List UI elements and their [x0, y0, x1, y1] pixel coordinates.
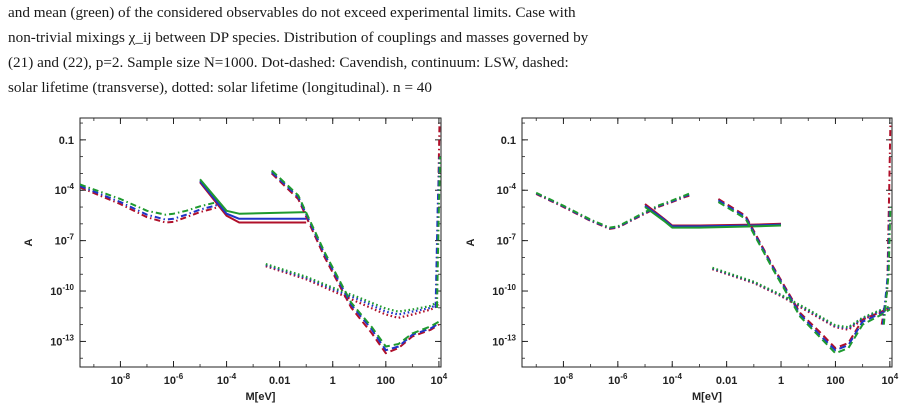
- chart-panel-1: 10-8 10-6 10-4 0.01 1 100 104 0.1 10-4 10-7 10-10 1…: [23, 117, 448, 403]
- y-tick-label: 10-7: [497, 233, 517, 248]
- series-dot-dashed-green: [882, 206, 892, 325]
- series-dashed-red: [717, 198, 891, 350]
- y-tick-label: 10-7: [55, 233, 75, 248]
- y-tick-label: 0.1: [501, 135, 516, 147]
- series-solid-green: [644, 206, 782, 229]
- x-tick-label: 1: [330, 375, 336, 387]
- series-dotted-green: [265, 263, 440, 313]
- series-dot-dashed-green: [80, 183, 219, 216]
- y-tick-label: 10-4: [497, 182, 517, 197]
- x-tick-label: 104: [881, 372, 898, 387]
- series-group: [535, 123, 892, 355]
- y-axis-title: A: [23, 238, 35, 246]
- caption-line-1: and mean (green) of the considered obser…: [8, 4, 576, 21]
- x-tick-label: 10-6: [608, 372, 628, 387]
- series-dot-dashed-green: [436, 156, 441, 308]
- y-tick-label: 10-13: [50, 333, 74, 348]
- x-tick-label: 10-6: [164, 372, 184, 387]
- figure-caption: and mean (green) of the considered obser…: [8, 0, 908, 100]
- series-dashed-red: [271, 172, 440, 355]
- series-dotted-blue: [712, 267, 891, 330]
- x-tick-label: 1: [778, 375, 784, 387]
- series-dashed-blue: [717, 199, 891, 352]
- x-axis-title: M[eV]: [246, 391, 276, 403]
- series-group: [80, 123, 441, 355]
- x-tick-label: 100: [826, 375, 844, 387]
- caption-line-3: (21) and (22), p=2. Sample size N=1000. …: [8, 54, 569, 71]
- y-tick-label: 10-4: [55, 182, 75, 197]
- series-dotted-blue: [265, 264, 440, 316]
- x-tick-label: 10-4: [663, 372, 683, 387]
- series-solid-blue: [199, 180, 307, 220]
- caption-line-4: solar lifetime (transverse), dotted: sol…: [8, 79, 432, 96]
- series-dotted-red: [712, 268, 891, 331]
- x-tick-label: 10-8: [554, 372, 574, 387]
- x-tick-label: 10-4: [217, 372, 237, 387]
- plot-frame: [79, 117, 442, 368]
- y-tick-label: 0.1: [59, 135, 74, 147]
- x-tick-label: 104: [431, 372, 448, 387]
- x-tick-label: 100: [377, 375, 395, 387]
- series-solid-red: [199, 181, 307, 224]
- x-tick-label: 0.01: [269, 375, 290, 387]
- series-dot-dashed-blue: [80, 185, 219, 221]
- plot-frame: [521, 117, 893, 368]
- y-tick-label: 10-10: [50, 283, 74, 298]
- y-tick-label: 10-10: [492, 283, 516, 298]
- x-tick-label: 10-8: [111, 372, 131, 387]
- y-tick-label: 10-13: [492, 333, 516, 348]
- series-solid-green: [199, 178, 307, 215]
- x-axis-title: M[eV]: [692, 391, 722, 403]
- series-dashed-green: [271, 169, 440, 348]
- series-dot-dashed-green: [535, 191, 692, 229]
- x-tick-label: 0.01: [716, 375, 737, 387]
- series-dot-dashed-red: [80, 186, 219, 224]
- caption-line-2: non-trivial mixings χ_ij between DP spec…: [8, 29, 589, 46]
- series-dashed-green: [717, 201, 891, 355]
- y-axis-title: A: [465, 238, 477, 246]
- chart-panel-2: 10-8 10-6 10-4 0.01 1 100 104 0.1 10-4 10-7 10-10 1…: [465, 117, 899, 403]
